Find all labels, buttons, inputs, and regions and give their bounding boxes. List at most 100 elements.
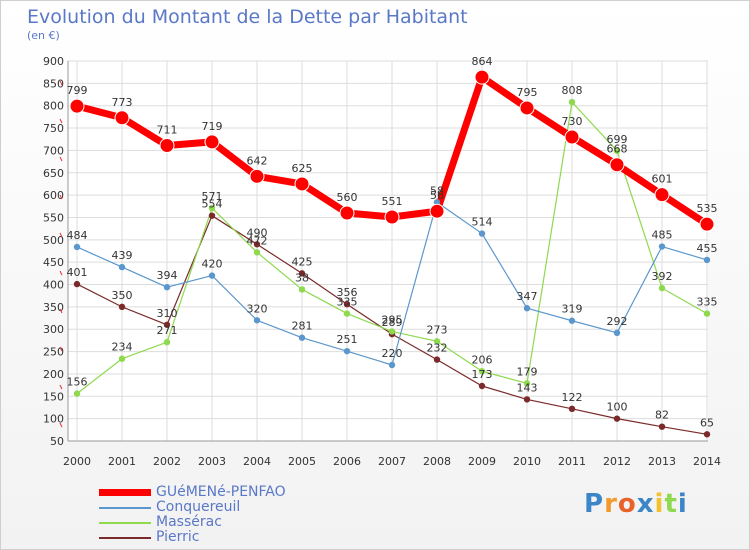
x-tick-label: 2004 [243,455,271,468]
data-point [163,284,171,291]
data-point [703,431,711,438]
x-tick-label: 2005 [288,455,316,468]
data-label: 485 [652,229,673,242]
x-tick-label: 2000 [63,455,91,468]
axis-mark [59,118,63,124]
x-tick-label: 2010 [513,455,541,468]
data-point [73,280,81,288]
data-label: 310 [157,307,178,320]
data-label: 490 [247,226,268,239]
data-point [208,272,216,279]
axis-mark [59,270,63,276]
y-tick-label: 550 [43,211,64,224]
data-point [658,243,666,250]
data-label: 719 [202,120,223,133]
data-label: 156 [67,376,88,389]
legend-swatch [99,507,151,509]
data-label: 795 [517,86,538,99]
axis-mark [59,156,63,162]
legend-swatch [99,489,151,496]
y-tick-label: 750 [43,122,64,135]
data-point [298,334,306,341]
data-point [343,301,351,308]
data-label: 472 [247,234,268,247]
data-label: 295 [382,313,403,326]
data-label: 292 [607,315,628,328]
data-point [613,415,621,422]
data-point [253,317,261,324]
logo-letter: r [604,489,618,519]
x-tick-label: 2003 [198,455,226,468]
y-tick-label: 350 [43,301,64,314]
data-label: 56 [430,189,444,202]
legend-label: Massérac [156,514,222,530]
axis-mark [59,232,63,238]
data-label: 100 [607,401,628,414]
data-label: 625 [292,162,313,175]
legend-label: Pierric [156,529,200,545]
x-tick-label: 2008 [423,455,451,468]
data-point [159,137,175,153]
data-label: 699 [607,133,628,146]
data-point [163,339,171,346]
data-point [253,241,261,248]
data-label: 319 [562,303,583,316]
data-point [388,361,396,369]
data-point [384,209,400,225]
data-label: 551 [382,195,403,208]
data-label: 220 [382,347,403,360]
data-point [298,270,306,277]
x-tick-label: 2006 [333,455,361,468]
data-label: 273 [427,323,448,336]
legend-swatch [99,537,151,539]
data-label: 799 [67,84,88,97]
data-point [343,347,351,355]
data-label: 38 [295,271,309,284]
data-label: 711 [157,123,178,136]
chart-title: Evolution du Montant de la Dette par Hab… [27,6,468,28]
x-tick-label: 2013 [648,455,676,468]
data-label: 808 [562,84,583,97]
y-tick-label: 400 [43,279,64,292]
data-point [118,355,126,362]
data-label: 232 [427,342,448,355]
legend-swatch [99,522,151,524]
data-label: 392 [652,270,673,283]
axis-mark [59,194,63,200]
data-label: 65 [700,416,714,429]
data-point [339,205,355,221]
axis-mark [59,80,63,86]
data-label: 335 [337,296,358,309]
data-point [564,129,580,145]
y-tick-label: 250 [43,346,64,359]
y-tick-label: 50 [50,435,64,448]
data-point [654,187,670,203]
data-label: 601 [652,173,673,186]
data-point [478,230,486,237]
logo-letter: x [636,489,655,519]
data-point [613,329,621,337]
data-point [523,380,531,387]
data-label: 271 [157,324,178,337]
data-label: 206 [472,353,493,366]
data-label: 455 [697,242,718,255]
data-point [658,423,666,430]
data-point [253,249,261,256]
data-point [568,98,576,106]
y-tick-label: 500 [43,234,64,247]
data-label: 179 [517,365,538,378]
data-label: 320 [247,302,268,315]
data-label: 335 [697,296,718,309]
data-point [298,286,306,293]
data-point [474,69,490,85]
x-tick-label: 2007 [378,455,406,468]
axis-mark [59,384,63,390]
data-label: 82 [655,409,669,422]
y-tick-label: 300 [43,323,64,336]
y-tick-label: 650 [43,167,64,180]
logo-letter: i [654,489,665,519]
data-label: 864 [472,55,493,68]
data-label: 173 [472,368,493,381]
